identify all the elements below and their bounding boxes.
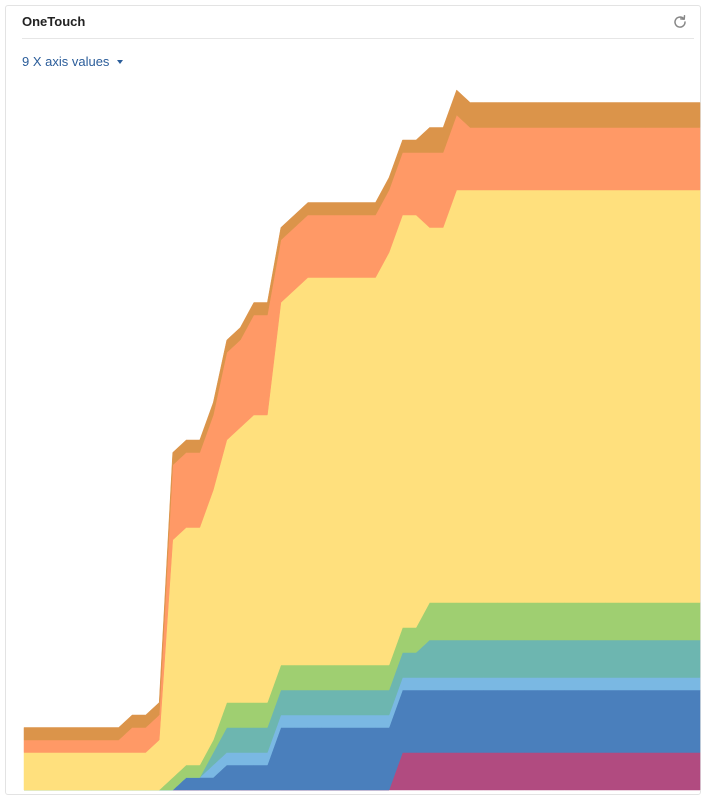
x-axis-values-label: 9 X axis values [22, 54, 110, 69]
panel-title: OneTouch [22, 14, 86, 29]
refresh-icon[interactable] [672, 14, 688, 30]
caret-down-icon [117, 59, 124, 64]
area-series-8 [23, 89, 701, 741]
panel-header: OneTouch [22, 6, 694, 39]
x-axis-values-dropdown[interactable]: 9 X axis values [22, 54, 124, 69]
